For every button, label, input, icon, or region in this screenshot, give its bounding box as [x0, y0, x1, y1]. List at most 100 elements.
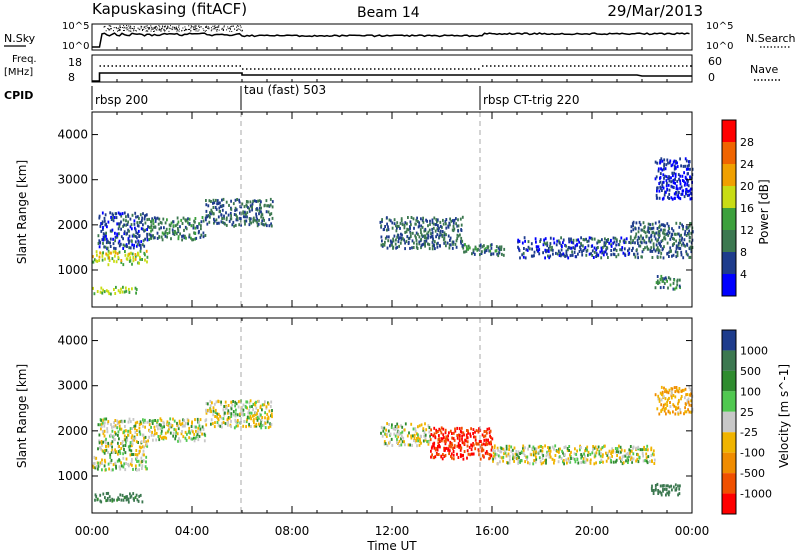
- scatter-cell: [111, 445, 113, 449]
- scatter-cell: [184, 436, 187, 440]
- scatter-cell: [457, 218, 459, 222]
- velocity-colorbar-label: Velocity [m s^-1]: [777, 364, 791, 468]
- scatter-cell: [599, 451, 602, 455]
- scatter-cell: [679, 247, 682, 250]
- scatter-cell: [449, 217, 451, 221]
- noise-search-dot: [241, 30, 243, 32]
- scatter-cell: [659, 180, 662, 184]
- scatter-cell: [138, 220, 141, 224]
- scatter-cell: [419, 228, 422, 232]
- scatter-cell: [657, 251, 660, 255]
- scatter-cell: [200, 227, 202, 231]
- scatter-cell: [456, 426, 459, 430]
- scatter-cell: [423, 431, 426, 434]
- noise-search-dot: [108, 29, 110, 31]
- scatter-cell: [380, 235, 383, 239]
- noise-search-dot: [190, 30, 192, 32]
- scatter-cell: [689, 197, 692, 201]
- scatter-cell: [615, 243, 618, 247]
- scatter-cell: [260, 222, 263, 226]
- scatter-cell: [502, 447, 505, 451]
- scatter-cell: [688, 229, 690, 233]
- scatter-cell: [415, 231, 418, 235]
- scatter-cell: [188, 222, 191, 226]
- scatter-cell: [471, 452, 474, 456]
- scatter-cell: [522, 448, 525, 452]
- scatter-cell: [109, 237, 112, 241]
- noise-search-dot: [118, 30, 120, 32]
- scatter-cell: [413, 433, 416, 437]
- scatter-cell: [431, 221, 434, 225]
- scatter-cell: [139, 213, 142, 217]
- scatter-cell: [636, 248, 638, 252]
- scatter-cell: [572, 241, 575, 245]
- scatter-cell: [258, 424, 261, 428]
- scatter-cell: [113, 259, 115, 263]
- scatter-cell: [481, 449, 483, 453]
- scatter-cell: [664, 397, 667, 401]
- scatter-cell: [168, 223, 171, 227]
- scatter-cell: [629, 455, 632, 459]
- scatter-cell: [577, 461, 580, 465]
- scatter-cell: [135, 457, 137, 461]
- scatter-cell: [253, 418, 255, 422]
- scatter-cell: [595, 252, 598, 256]
- scatter-cell: [449, 236, 452, 240]
- scatter-cell: [639, 223, 642, 227]
- scatter-cell: [492, 449, 494, 452]
- scatter-cell: [139, 257, 142, 261]
- scatter-cell: [172, 232, 175, 236]
- colorbar-cell: [722, 452, 736, 474]
- scatter-cell: [142, 212, 144, 216]
- scatter-cell: [234, 206, 237, 210]
- scatter-cell: [116, 235, 119, 239]
- scatter-cell: [472, 443, 475, 447]
- scatter-cell: [100, 427, 102, 431]
- scatter-cell: [114, 249, 117, 253]
- scatter-cell: [120, 442, 122, 445]
- scatter-cell: [439, 445, 441, 449]
- scatter-cell: [119, 212, 122, 216]
- noise-search-dot: [160, 27, 162, 29]
- scatter-cell: [469, 453, 472, 457]
- cpid-segment-3: rbsp CT-trig 220: [483, 93, 579, 107]
- scatter-cell: [433, 444, 435, 448]
- scatter-cell: [398, 444, 401, 447]
- scatter-cell: [437, 441, 440, 445]
- scatter-cell: [129, 492, 131, 496]
- scatter-cell: [583, 238, 586, 242]
- scatter-cell: [166, 420, 169, 424]
- scatter-cell: [266, 412, 269, 416]
- scatter-cell: [687, 400, 690, 404]
- scatter-cell: [118, 437, 120, 441]
- scatter-cell: [258, 399, 260, 403]
- scatter-cell: [430, 449, 432, 453]
- scatter-cell: [213, 221, 215, 225]
- scatter-cell: [567, 457, 570, 461]
- scatter-cell: [412, 427, 415, 431]
- scatter-cell: [449, 238, 451, 242]
- scatter-cell: [101, 220, 104, 224]
- noise-search-dot: [158, 29, 160, 31]
- scatter-cell: [662, 223, 665, 227]
- colorbar-cell: [722, 142, 736, 164]
- scatter-cell: [124, 250, 126, 253]
- scatter-cell: [664, 276, 667, 280]
- scatter-cell: [487, 245, 490, 249]
- scatter-cell: [388, 423, 390, 426]
- scatter-cell: [675, 286, 678, 290]
- scatter-cell: [103, 464, 106, 468]
- scatter-cell: [518, 239, 521, 243]
- noise-search-dot: [208, 27, 210, 29]
- scatter-cell: [132, 467, 134, 471]
- noise-search-dot: [216, 30, 218, 32]
- scatter-cell: [94, 493, 97, 497]
- scatter-cell: [230, 407, 233, 411]
- scatter-cell: [394, 434, 397, 438]
- scatter-cell: [407, 443, 410, 447]
- scatter-cell: [129, 256, 132, 260]
- scatter-cell: [118, 222, 121, 226]
- scatter-cell: [660, 409, 663, 413]
- scatter-cell: [262, 216, 265, 220]
- scatter-cell: [98, 433, 101, 437]
